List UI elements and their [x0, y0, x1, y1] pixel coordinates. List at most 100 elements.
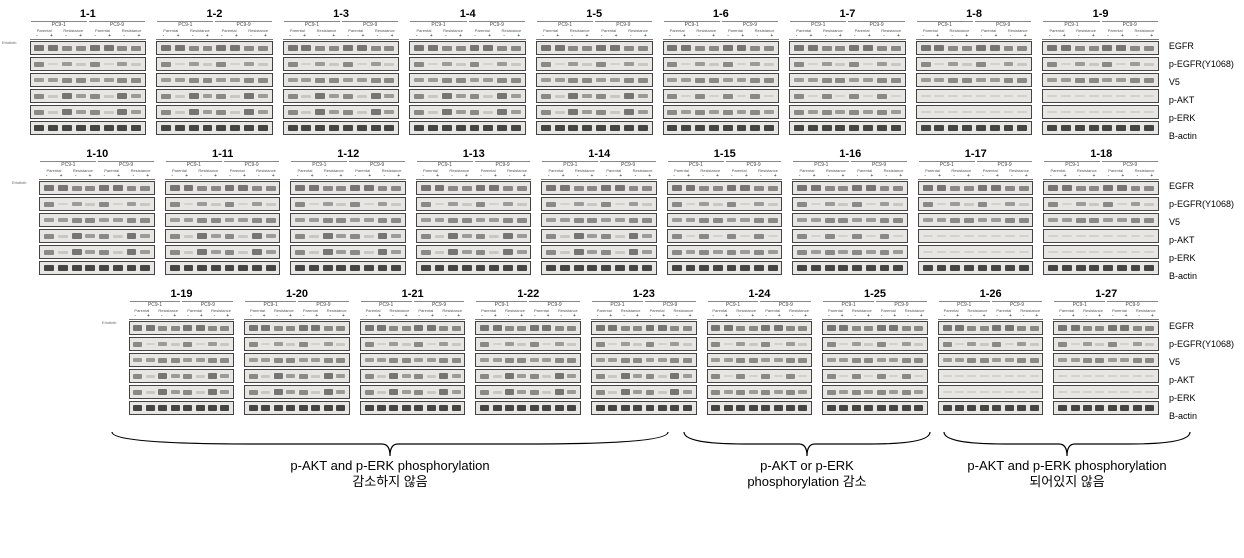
band: [1089, 203, 1099, 206]
band: [740, 218, 750, 223]
band: [391, 203, 401, 206]
band: [58, 218, 68, 223]
band: [230, 45, 240, 51]
header-treatment: +: [517, 173, 531, 179]
band: [1004, 111, 1014, 114]
band: [315, 46, 325, 51]
band: [709, 125, 719, 132]
band: [786, 342, 795, 347]
blot-stack: [663, 41, 780, 135]
band: [546, 250, 556, 255]
panel-header: PC9-1PC9-9ParentalResistanceParentalResi…: [360, 301, 466, 320]
header-treatment: +: [977, 313, 990, 319]
band: [476, 250, 486, 255]
band: [480, 358, 489, 363]
band: [1117, 203, 1127, 206]
band: [480, 342, 489, 347]
header-treatment: -: [670, 313, 683, 319]
band: [542, 391, 551, 394]
blot-lane-row: [165, 261, 281, 275]
blot-lane-row: [1043, 261, 1159, 275]
band: [208, 326, 217, 331]
band: [764, 125, 774, 132]
band: [992, 342, 1001, 347]
panel-header: PC9-1PC9-9ParentalResistanceParentalResi…: [1053, 301, 1159, 320]
band: [1075, 78, 1085, 83]
header-treatment: +: [488, 173, 502, 179]
band: [727, 265, 737, 272]
band: [311, 375, 320, 378]
band: [378, 202, 388, 207]
band: [596, 405, 605, 412]
header-treatment: -: [850, 173, 864, 179]
header-treatment: +: [710, 173, 724, 179]
band: [1058, 342, 1067, 347]
band: [104, 95, 114, 98]
band: [452, 358, 461, 363]
panel-title: 1-23: [591, 288, 697, 300]
band: [1144, 111, 1154, 114]
band: [1048, 251, 1058, 254]
band: [442, 78, 452, 83]
blot-lane-row: [918, 245, 1034, 259]
band: [1108, 391, 1117, 394]
blot-lane-row: [591, 385, 697, 399]
band: [377, 358, 386, 363]
header-cell-line: PC9-9: [876, 301, 927, 308]
header-treatment: -: [156, 33, 171, 39]
header-treatment: +: [237, 173, 251, 179]
blot-lane-row: [1042, 73, 1159, 87]
band: [456, 78, 466, 83]
band: [976, 95, 986, 98]
header-cell-line: PC9-1: [1054, 301, 1105, 308]
band: [624, 46, 634, 51]
header-treatment: +: [951, 313, 964, 319]
band: [615, 265, 625, 272]
band: [902, 326, 911, 331]
band: [852, 202, 862, 207]
header-treatment: -: [475, 313, 488, 319]
band: [216, 110, 226, 115]
western-blot-panel: 1-15PC9-1PC9-9ParentalResistanceParental…: [667, 148, 783, 275]
band: [238, 185, 248, 191]
band: [1103, 235, 1113, 238]
header-treatment: +: [1093, 313, 1106, 319]
header-cell-line: PC9-1: [708, 301, 759, 308]
band: [295, 250, 305, 255]
blot-lane-row: [129, 385, 235, 399]
band: [127, 249, 137, 255]
blot-lane-row: [792, 213, 908, 227]
band: [183, 342, 192, 347]
band: [601, 234, 611, 239]
band: [727, 250, 737, 255]
panel-header: PC9-1PC9-9ParentalResistanceParentalResi…: [707, 301, 813, 320]
header-treatment: -: [244, 33, 259, 39]
band: [225, 202, 235, 207]
band: [216, 78, 226, 83]
band: [587, 218, 597, 223]
blot-lane-row: [822, 353, 928, 367]
band: [1130, 111, 1140, 114]
band: [421, 202, 431, 207]
band: [642, 218, 652, 223]
band: [158, 342, 167, 347]
blot-lane-row: [792, 229, 908, 243]
band: [497, 46, 507, 51]
band: [252, 186, 262, 191]
band: [754, 186, 764, 191]
band: [44, 218, 54, 223]
blot-lane-row: [541, 213, 657, 227]
band: [336, 250, 346, 255]
header-treatment: +: [1087, 173, 1101, 179]
blot-lane-row: [663, 57, 780, 71]
band: [511, 78, 521, 83]
band: [1145, 343, 1154, 346]
band: [889, 343, 898, 346]
band: [891, 125, 901, 132]
band: [1089, 63, 1099, 66]
band: [615, 251, 625, 254]
band: [343, 125, 353, 132]
panel-header: PC9-1PC9-9ParentalResistanceParentalResi…: [938, 301, 1044, 320]
band: [1061, 95, 1071, 98]
blot-lane-row: [30, 105, 147, 119]
